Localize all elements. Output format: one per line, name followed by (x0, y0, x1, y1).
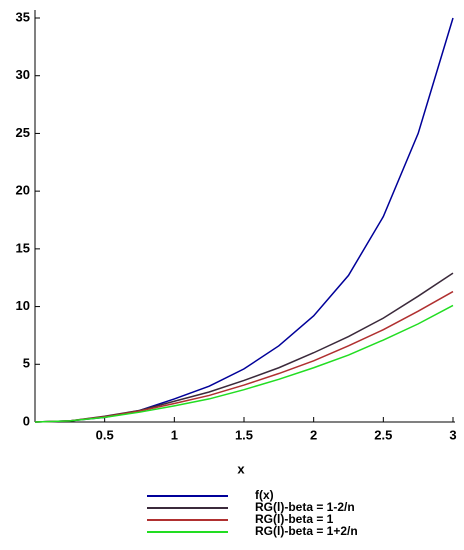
y-tick-label: 25 (16, 125, 30, 140)
x-tick-label: 1.5 (235, 427, 253, 442)
series-line (34, 304, 454, 423)
x-tick-label: 2 (310, 427, 317, 442)
x-axis-label: x (237, 461, 245, 476)
legend-label: RG(l)-beta = 1 (255, 512, 334, 526)
series-line (34, 17, 454, 423)
y-tick-label: 20 (16, 183, 30, 198)
x-tick-label: 3 (449, 427, 456, 442)
legend-label: f(x) (255, 488, 274, 502)
x-tick-label: 2.5 (374, 427, 392, 442)
y-tick-label: 10 (16, 298, 30, 313)
y-tick-label: 5 (23, 356, 30, 371)
series-line (34, 272, 454, 423)
y-tick-label: 0 (23, 413, 30, 428)
x-tick-label: 1 (171, 427, 178, 442)
legend-label: RG(l)-beta = 1+2/n (255, 524, 358, 538)
x-tick-label: 0.5 (96, 427, 114, 442)
legend-label: RG(l)-beta = 1-2/n (255, 500, 355, 514)
series-line (34, 290, 454, 423)
y-tick-label: 30 (16, 67, 30, 82)
y-tick-label: 35 (16, 9, 30, 24)
y-tick-label: 15 (16, 240, 30, 255)
